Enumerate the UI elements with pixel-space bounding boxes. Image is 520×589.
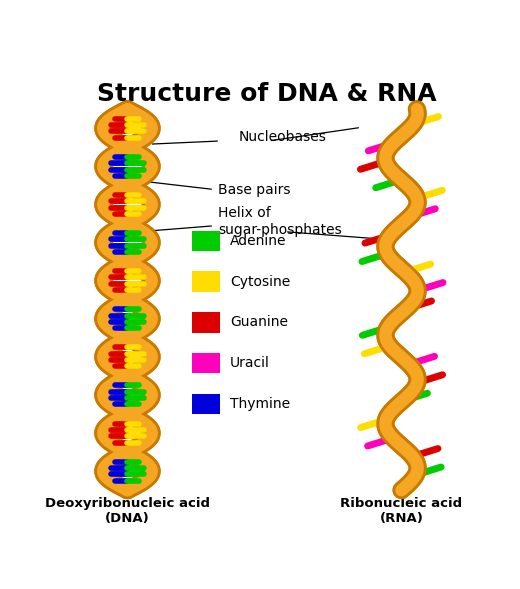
FancyBboxPatch shape [192,394,220,414]
FancyBboxPatch shape [192,272,220,292]
Text: Cytosine: Cytosine [230,274,291,289]
Text: Helix of
sugar-phosphates: Helix of sugar-phosphates [218,206,342,237]
Text: Nucleobases: Nucleobases [238,130,326,144]
FancyBboxPatch shape [192,230,220,251]
Text: Adenine: Adenine [230,234,287,248]
FancyBboxPatch shape [192,312,220,333]
Text: Deoxyribonucleic acid
(DNA): Deoxyribonucleic acid (DNA) [45,497,210,525]
FancyBboxPatch shape [192,353,220,373]
Text: Base pairs: Base pairs [218,183,291,197]
Text: Uracil: Uracil [230,356,270,370]
Text: Guanine: Guanine [230,315,288,329]
Text: Ribonucleic acid
(RNA): Ribonucleic acid (RNA) [341,497,463,525]
Text: Thymine: Thymine [230,397,290,411]
Text: Structure of DNA & RNA: Structure of DNA & RNA [97,82,436,106]
